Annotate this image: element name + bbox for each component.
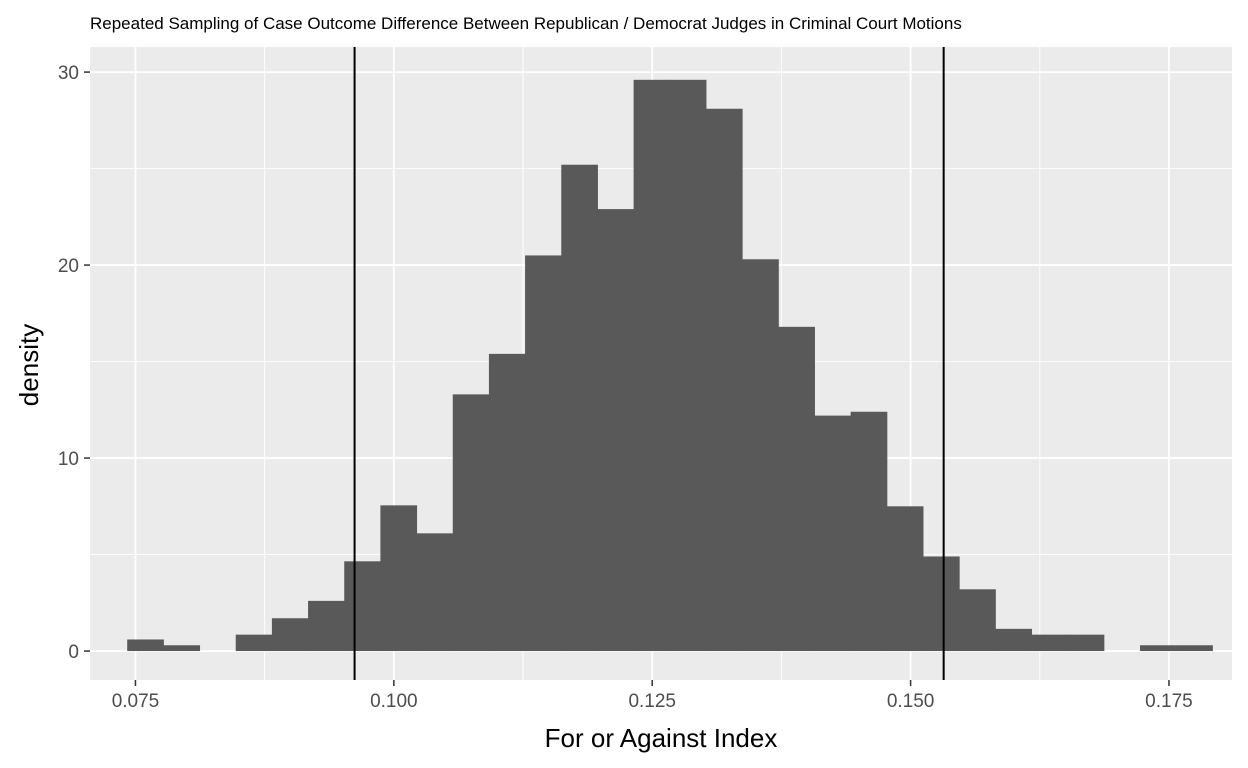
histogram-bar: [1067, 634, 1105, 652]
y-tick-label: 30: [58, 63, 79, 84]
histogram-bar: [452, 394, 490, 652]
histogram-bar: [922, 556, 960, 652]
histogram-bar: [163, 645, 201, 652]
chart-title: Repeated Sampling of Case Outcome Differ…: [90, 14, 962, 33]
histogram-bar: [814, 415, 852, 652]
histogram-bar: [308, 600, 345, 652]
histogram-bar: [633, 79, 671, 652]
histogram-bar: [959, 589, 996, 652]
histogram-bar: [344, 561, 381, 652]
x-axis-title: For or Against Index: [545, 723, 778, 753]
histogram-bar: [235, 634, 273, 652]
histogram-bar: [778, 326, 815, 652]
histogram-bars: [127, 79, 1213, 652]
x-tick-label: 0.100: [370, 691, 418, 712]
histogram-bar: [1031, 634, 1069, 652]
histogram-bar: [669, 79, 707, 652]
histogram-bar: [995, 628, 1033, 652]
y-tick-label: 0: [68, 642, 79, 663]
histogram-bar: [127, 639, 164, 652]
x-tick-label: 0.125: [628, 691, 676, 712]
histogram-bar: [488, 353, 526, 652]
x-tick-label: 0.150: [887, 691, 935, 712]
y-axis: 0 10 20 30: [58, 63, 90, 663]
histogram-bar: [1176, 645, 1213, 652]
x-axis: 0.075 0.100 0.125 0.150 0.175: [112, 680, 1193, 712]
histogram-bar: [886, 506, 924, 652]
histogram-bar: [271, 618, 309, 652]
histogram-bar: [380, 505, 418, 652]
y-tick-label: 10: [58, 449, 79, 470]
histogram-bar: [742, 259, 779, 652]
y-tick-label: 20: [58, 256, 79, 277]
histogram-bar: [416, 533, 454, 652]
histogram-bar: [850, 411, 888, 652]
histogram-bar: [705, 108, 743, 652]
y-axis-title: density: [14, 324, 44, 406]
x-tick-label: 0.075: [112, 691, 160, 712]
histogram-bar: [597, 209, 635, 652]
reference-lines: [353, 47, 945, 680]
histogram-bar: [1140, 645, 1177, 652]
histogram-bar: [525, 255, 562, 652]
histogram-bar: [561, 164, 598, 652]
x-tick-label: 0.175: [1145, 691, 1193, 712]
